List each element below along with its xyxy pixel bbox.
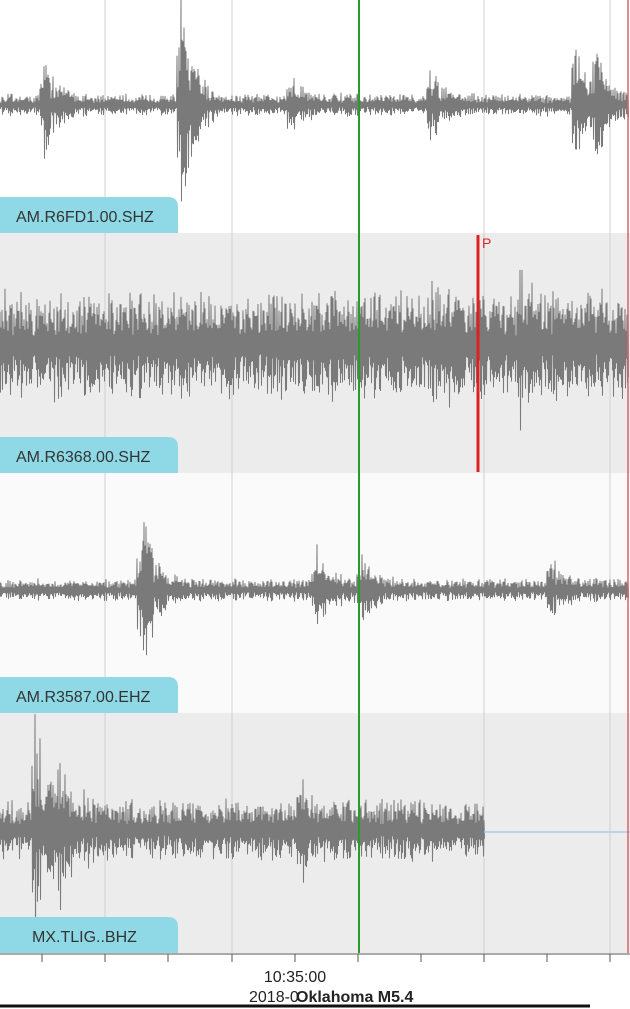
station-labels: AM.R6FD1.00.SHZ AM.R6368.00.SHZ AM.R3587.0… (0, 197, 178, 953)
event-label: Oklahoma M5.4 (296, 989, 413, 1006)
label-tab (0, 677, 178, 713)
station-label: MX.TLIG..BHZ (32, 929, 137, 946)
station-label: AM.R6FD1.00.SHZ (16, 209, 154, 226)
time-label: 10:35:00 (264, 969, 326, 986)
label-tab (0, 197, 178, 233)
date-label: 2018-0 (249, 989, 299, 1006)
time-grid (104, 0, 611, 953)
station-label: AM.R3587.00.EHZ (16, 689, 151, 706)
waveform (0, 0, 629, 202)
axis-ticks (41, 954, 611, 962)
label-tab (0, 437, 178, 473)
pick-label: P (482, 235, 491, 251)
waveform (0, 522, 629, 656)
waveforms (0, 0, 629, 940)
label-tab (0, 917, 178, 953)
station-label: AM.R6368.00.SHZ (16, 449, 151, 466)
waveform (0, 269, 629, 431)
waveform (0, 714, 485, 940)
